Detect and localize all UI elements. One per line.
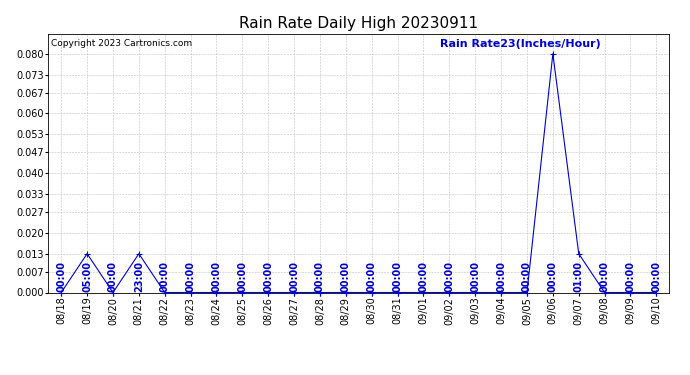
Text: 00:00: 00:00 — [160, 261, 170, 292]
Text: 00:00: 00:00 — [471, 261, 480, 292]
Text: 00:00: 00:00 — [548, 261, 558, 292]
Text: 00:00: 00:00 — [57, 261, 66, 292]
Text: 00:00: 00:00 — [289, 261, 299, 292]
Text: Rain Rate23(Inches/Hour): Rain Rate23(Inches/Hour) — [440, 39, 600, 49]
Text: 00:00: 00:00 — [626, 261, 635, 292]
Text: Copyright 2023 Cartronics.com: Copyright 2023 Cartronics.com — [51, 39, 193, 48]
Text: 00:00: 00:00 — [522, 261, 532, 292]
Text: 00:00: 00:00 — [315, 261, 325, 292]
Text: 00:00: 00:00 — [341, 261, 351, 292]
Text: 05:00: 05:00 — [82, 261, 92, 292]
Text: 00:00: 00:00 — [600, 261, 609, 292]
Text: 00:00: 00:00 — [108, 261, 118, 292]
Text: 00:00: 00:00 — [393, 261, 402, 292]
Text: 00:00: 00:00 — [496, 261, 506, 292]
Text: 00:00: 00:00 — [237, 261, 247, 292]
Text: 00:00: 00:00 — [651, 261, 661, 292]
Text: 00:00: 00:00 — [186, 261, 195, 292]
Text: 00:00: 00:00 — [212, 261, 221, 292]
Text: 23:00: 23:00 — [134, 261, 144, 292]
Text: 00:00: 00:00 — [419, 261, 428, 292]
Text: 00:00: 00:00 — [367, 261, 377, 292]
Text: 01:00: 01:00 — [574, 261, 584, 292]
Text: 00:00: 00:00 — [444, 261, 454, 292]
Title: Rain Rate Daily High 20230911: Rain Rate Daily High 20230911 — [239, 16, 478, 31]
Text: 00:00: 00:00 — [264, 261, 273, 292]
